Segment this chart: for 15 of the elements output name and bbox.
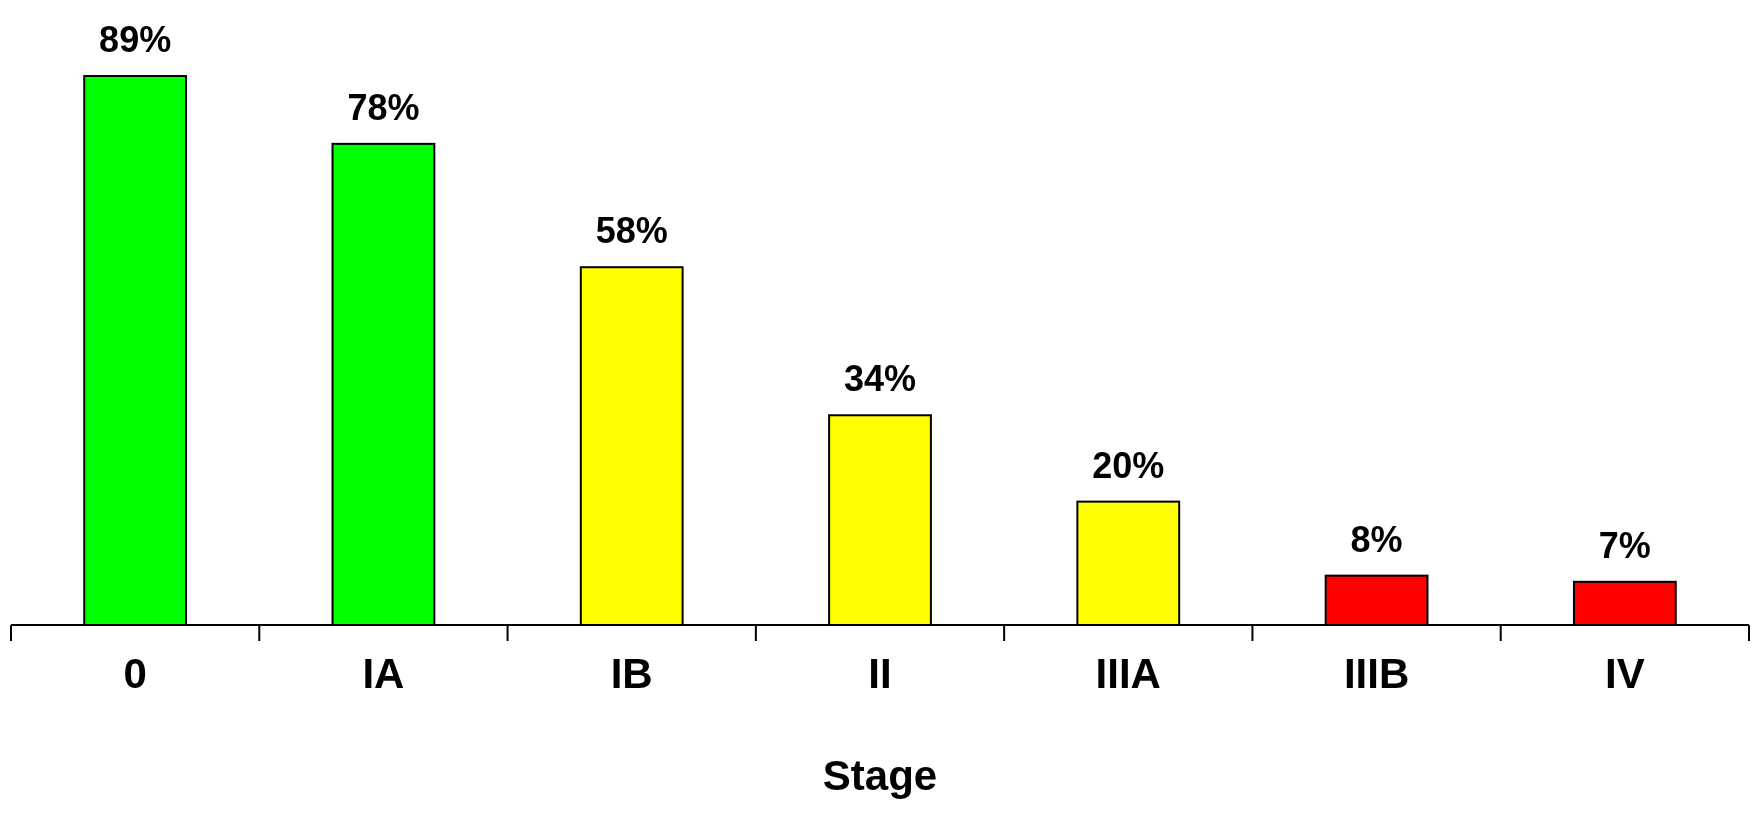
data-label: 7%: [1598, 524, 1651, 566]
x-tick-label: II: [868, 650, 892, 697]
data-label: 8%: [1350, 518, 1403, 560]
data-label: 78%: [347, 86, 420, 128]
x-tick-label: IIIB: [1343, 650, 1410, 697]
x-tick-label: IB: [610, 650, 653, 697]
x-tick-label: IV: [1605, 650, 1645, 697]
x-tick-label: IA: [362, 650, 405, 697]
data-label: 20%: [1092, 444, 1165, 486]
data-label: 58%: [595, 210, 668, 252]
x-tick-label: IIIA: [1095, 650, 1161, 697]
data-label: 89%: [99, 19, 172, 60]
data-label: 34%: [843, 358, 917, 400]
x-tick-label: 0: [123, 650, 147, 697]
x-axis-title: Stage: [822, 752, 938, 799]
